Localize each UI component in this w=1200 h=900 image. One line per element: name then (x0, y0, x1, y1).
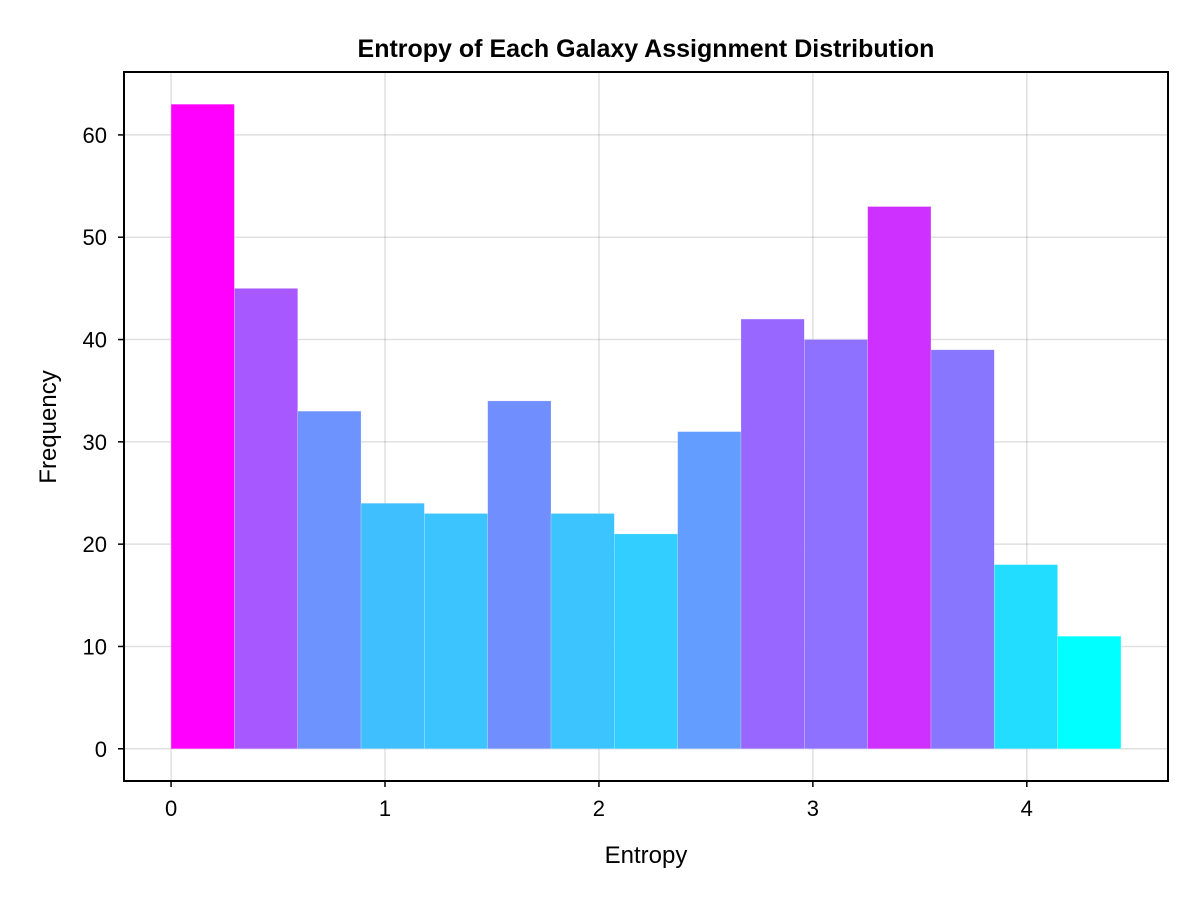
y-tick-label: 40 (83, 328, 107, 353)
histogram-bar (487, 400, 552, 750)
histogram-bars (170, 103, 1122, 750)
y-tick-label: 20 (83, 532, 107, 557)
chart-title: Entropy of Each Galaxy Assignment Distri… (358, 35, 935, 63)
histogram-bar (1057, 635, 1122, 750)
plot-frame (123, 71, 1169, 782)
histogram-bar (360, 502, 425, 750)
histogram-bar (993, 564, 1058, 750)
y-tick-label: 30 (83, 430, 107, 455)
x-tick-label: 3 (807, 796, 819, 821)
y-tick-label: 50 (83, 225, 107, 250)
x-tick-label: 2 (593, 796, 605, 821)
histogram-bar (170, 103, 235, 750)
x-tick-label: 0 (165, 796, 177, 821)
histogram-bar (424, 513, 488, 750)
histogram-bar (677, 431, 742, 750)
x-axis-label: Entropy (605, 842, 688, 869)
histogram-bar (804, 339, 868, 750)
y-tick-label: 0 (95, 737, 107, 762)
y-tick-label: 10 (83, 634, 107, 659)
histogram-bar (867, 206, 932, 750)
histogram-bar (297, 410, 362, 750)
histogram-bar (614, 533, 678, 750)
histogram-bar (234, 288, 299, 750)
histogram-bar (930, 349, 995, 750)
histogram-bar (740, 318, 805, 750)
y-axis-label: Frequency (35, 370, 62, 483)
x-tick-label: 4 (1021, 796, 1033, 821)
x-tick-label: 1 (379, 796, 391, 821)
histogram-bar (550, 513, 615, 750)
y-tick-label: 60 (83, 123, 107, 148)
